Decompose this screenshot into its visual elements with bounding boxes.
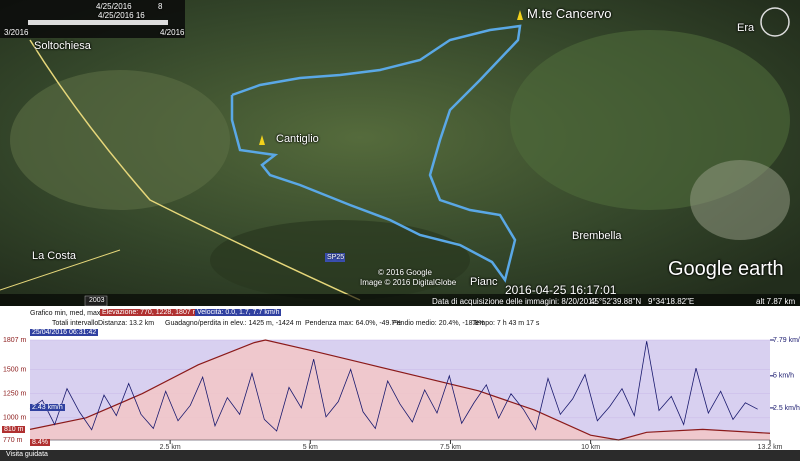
- x-tick-label: 7.5 km: [440, 444, 461, 450]
- cursor-speed: 2.43 km/h: [30, 404, 65, 411]
- profile-plot[interactable]: 1807 m 1500 m 1250 m 1000 m 770 m 7.79 km/h 5 …: [0, 306, 800, 450]
- y-tick-label: 1500 m: [3, 366, 27, 373]
- elevation-area: [30, 340, 770, 440]
- gain-loss: Guadagno/perdita in elev.: 1425 m, -1424…: [165, 320, 302, 327]
- y-tick-label: 1807 m: [3, 337, 27, 344]
- bottom-bar: Visita guidata: [0, 450, 800, 461]
- avg-slope: Pendio medio: 20.4%, -18.8%: [392, 320, 485, 327]
- timestamp: 2016-04-25 16:17:01: [505, 283, 617, 297]
- acquisition-date: Data di acquisizione delle immagini: 8/2…: [432, 297, 597, 306]
- place-label: Era: [737, 22, 755, 34]
- terrain: [0, 0, 800, 306]
- copyright: Image © 2016 DigitalGlobe: [360, 278, 457, 287]
- x-tick-label: 2.5 km: [160, 444, 181, 450]
- distance: Distanza: 13.2 km: [98, 320, 155, 327]
- max-slope: Pendenza max: 64.0%, -49.7%: [305, 320, 402, 327]
- logo: Google earth: [668, 258, 784, 280]
- cursor-elevation: 810 m: [2, 426, 26, 433]
- x-tick-label: 10 km: [581, 444, 600, 450]
- speed-line: [29, 341, 758, 432]
- place-label: Soltochiesa: [34, 40, 91, 52]
- y-tick-label: 770 m: [3, 437, 23, 444]
- longitude: 9°34'18.82"E: [648, 297, 695, 306]
- place-label: Brembella: [572, 230, 622, 242]
- timeline-index: 8: [158, 2, 163, 11]
- x-tick-label: 5 km: [303, 444, 318, 450]
- place-label: La Costa: [32, 250, 77, 262]
- graph-label: Grafico min, med, max: [30, 310, 101, 317]
- latitude: 45°52'39.88"N: [590, 297, 642, 306]
- map-view[interactable]: 4/25/2016 8 4/25/2016 16 3/2016 4/2016 S…: [0, 0, 800, 306]
- timeline-left: 3/2016: [4, 28, 29, 37]
- y2-tick-label: 2.5 km/h: [773, 405, 800, 412]
- y-tick-label: 1000 m: [3, 415, 27, 422]
- x-tick-label: 13.2 km: [758, 444, 783, 450]
- place-label: Pianc: [470, 276, 498, 288]
- y-tick-label: 1250 m: [3, 391, 27, 398]
- year-badge[interactable]: 2003: [89, 297, 105, 304]
- altitude: alt 7.87 km: [756, 297, 796, 306]
- timeline-current: 4/25/2016 16: [98, 11, 145, 20]
- elevation-profile: Grafico min, med, max Elevazione: 770, 1…: [0, 306, 800, 450]
- guided-tour[interactable]: Visita guidata: [6, 451, 48, 458]
- y2-tick-label: 5 km/h: [773, 373, 794, 380]
- totals-label: Totali intervallo: [52, 320, 99, 327]
- elevation-stats: Elevazione: 770, 1228, 1807 m: [100, 309, 201, 316]
- timeline-right: 4/2016: [160, 28, 185, 37]
- y2-tick-label: 7.79 km/h: [773, 337, 800, 344]
- elevation-line: [29, 339, 771, 441]
- cursor-slope: 8.4%: [30, 439, 50, 446]
- total-time: Tempo: 7 h 43 m 17 s: [472, 320, 540, 327]
- place-label: M.te Cancervo: [527, 6, 612, 21]
- speed-stats: Velocità: 0.0, 1.7, 7.7 km/h: [195, 309, 281, 316]
- timeline-date: 4/25/2016: [96, 2, 132, 11]
- place-label: Cantiglio: [276, 133, 319, 145]
- road-label: SP25: [327, 254, 345, 261]
- copyright: © 2016 Google: [378, 268, 432, 277]
- cursor-date: 25/04/2016 06:31:42: [30, 329, 99, 336]
